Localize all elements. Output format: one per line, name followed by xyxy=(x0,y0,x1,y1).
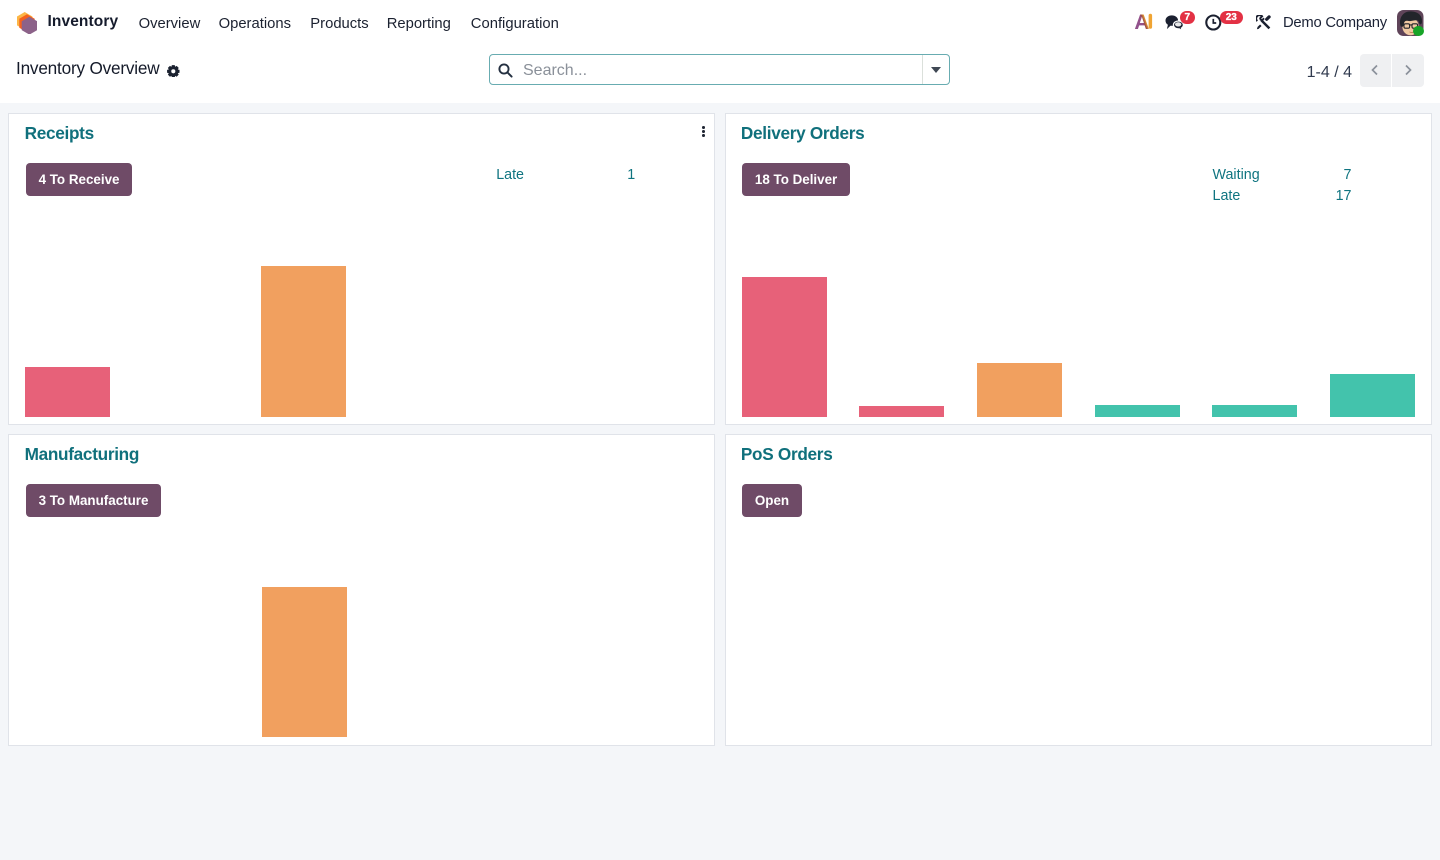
svg-text:A: A xyxy=(1135,12,1149,31)
